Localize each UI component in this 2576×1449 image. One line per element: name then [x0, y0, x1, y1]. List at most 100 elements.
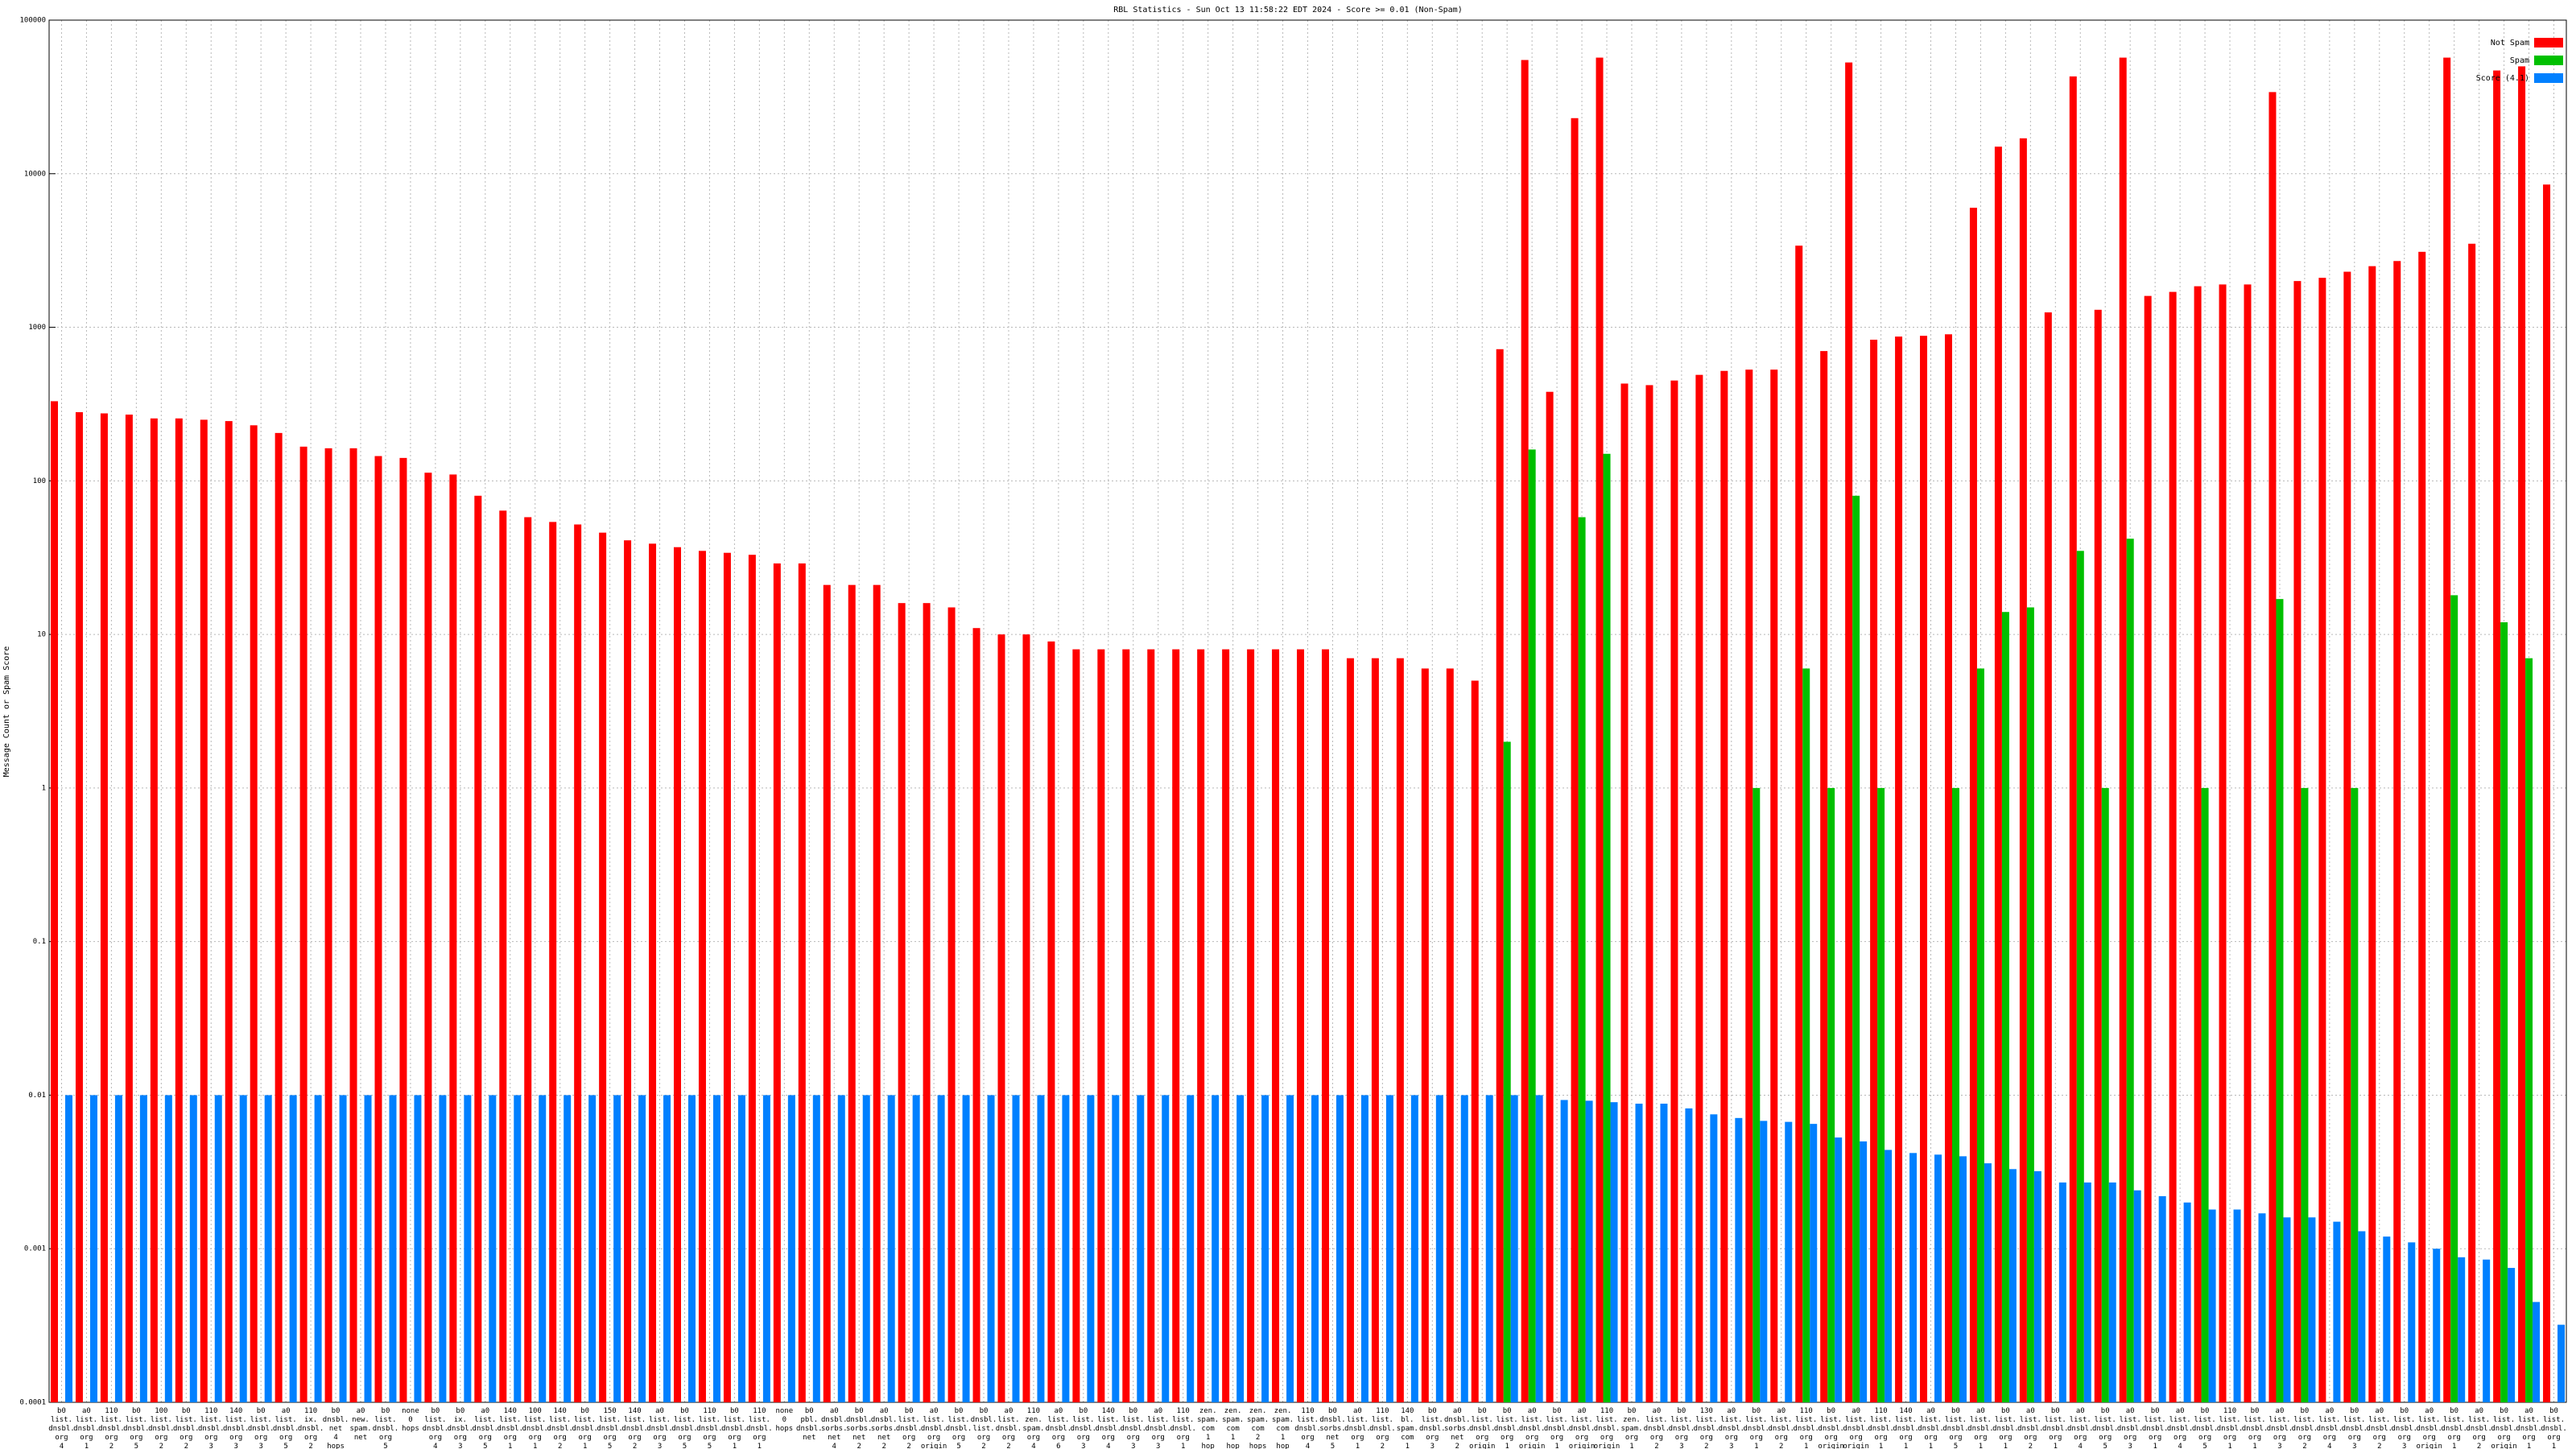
x-tick-label-line: org [1127, 1434, 1140, 1442]
x-tick-label-line: a0 [2375, 1407, 2384, 1415]
bar [239, 1095, 247, 1402]
x-tick-label-line: list. [1372, 1416, 1393, 1424]
x-tick-label-line: org [1625, 1434, 1638, 1442]
x-tick-label-line: org [80, 1434, 93, 1442]
bar [1760, 1121, 1768, 1402]
x-tick-label-line: list. [1596, 1416, 1617, 1424]
x-tick-label-line: dnsbl. [2292, 1425, 2318, 1433]
x-tick-label-line: list. [2045, 1416, 2066, 1424]
x-tick-label-line: org [1874, 1434, 1887, 1442]
x-tick-label-line: 110 [204, 1407, 217, 1415]
x-tick-label-line: org [429, 1434, 442, 1442]
x-tick-label-line: 2 [1654, 1443, 1658, 1449]
x-tick-label-line: dnsbl. [2142, 1425, 2169, 1433]
x-tick-label-line: org [1725, 1434, 1738, 1442]
x-tick-label-line: spam. [1022, 1425, 1044, 1433]
x-tick-label-line: 5 [708, 1443, 712, 1449]
x-tick-label-line: list. [923, 1416, 945, 1424]
bar [2108, 1182, 2116, 1402]
x-tick-label-line: org [1301, 1434, 1314, 1442]
bar [514, 1095, 522, 1402]
bar [1247, 649, 1255, 1402]
x-tick-label-line: b0 [2549, 1407, 2558, 1415]
x-tick-label-line: dnsbl. [796, 1425, 823, 1433]
x-tick-label-line: list. [2343, 1416, 2365, 1424]
x-tick-label-line: a0 [2276, 1407, 2285, 1415]
x-tick-label-line: ix. [454, 1416, 467, 1424]
x-tick-label-line: net [1326, 1434, 1339, 1442]
bar [364, 1095, 372, 1402]
x-tick-label-line: zen. [1249, 1407, 1267, 1415]
x-tick-label-line: list. [151, 1416, 172, 1424]
legend-label: Not Spam [2491, 39, 2529, 47]
x-tick-label-line: b0 [1503, 1407, 1512, 1415]
x-tick-label-line: 110 [703, 1407, 716, 1415]
x-tick-label-line: 3 [1156, 1443, 1160, 1449]
x-tick-label-line: a0 [1727, 1407, 1736, 1415]
x-tick-label-line: 110 [753, 1407, 766, 1415]
x-tick-label-line: org [55, 1434, 68, 1442]
x-tick-label-line: list. [1745, 1416, 1767, 1424]
bar [1984, 1163, 1992, 1402]
bar [1994, 147, 2002, 1402]
bar [1360, 1095, 1368, 1402]
x-tick-label-line: sorbs. [871, 1425, 898, 1433]
bar [1909, 1153, 1918, 1402]
bar [275, 432, 283, 1402]
bar [2194, 286, 2202, 1403]
bar [1895, 336, 1903, 1402]
y-tick-label: 100000 [19, 17, 46, 25]
bar [1670, 380, 1678, 1403]
x-tick-label-line: 4 [433, 1443, 437, 1449]
x-tick-label-line: list. [749, 1416, 770, 1424]
x-tick-label-line: 140 [1102, 1407, 1115, 1415]
x-tick-label-line: 140 [1899, 1407, 1912, 1415]
x-tick-label-line: net [828, 1434, 840, 1442]
x-tick-label-line: zen. [1199, 1407, 1217, 1415]
x-tick-label-line: 2 [159, 1443, 163, 1449]
x-tick-label-line: org [1899, 1434, 1912, 1442]
x-tick-label-line: 1 [85, 1443, 89, 1449]
x-tick-label-line: dnsbl. [846, 1416, 873, 1424]
bar [837, 1095, 845, 1402]
x-tick-label-line: list. [574, 1416, 596, 1424]
bar [2258, 1213, 2266, 1402]
x-tick-label: b0 list. dnsbl. org origin [1469, 1407, 1496, 1449]
bar [1122, 649, 1130, 1402]
x-tick-label-line: 4 [2178, 1443, 2182, 1449]
x-tick-label-line: list. [674, 1416, 696, 1424]
bar [1720, 370, 1728, 1402]
bar [1620, 383, 1629, 1402]
x-tick-label-line: 2 [2302, 1443, 2306, 1449]
x-tick-label-line: org [1351, 1434, 1364, 1442]
x-tick-label-line: b0 [2251, 1407, 2260, 1415]
x-tick-label-line: b0 [2300, 1407, 2309, 1415]
x-tick-label-line: 110 [1301, 1407, 1314, 1415]
x-tick-label-line: dnsbl. [1669, 1425, 1695, 1433]
x-tick-label-line: hop [1276, 1443, 1289, 1449]
x-tick-label-line: dnsbl. [921, 1425, 947, 1433]
x-tick-label-line: org [653, 1434, 666, 1442]
bar [1944, 334, 1952, 1403]
x-tick-label-line: 1 [2527, 1443, 2531, 1449]
bar [1346, 658, 1354, 1402]
x-tick-label-line: com [1276, 1425, 1289, 1433]
x-tick-label-line: 1 [1629, 1443, 1633, 1449]
x-tick-label-line: org [155, 1434, 167, 1442]
x-tick-label-line: org [2248, 1434, 2261, 1442]
x-tick-label-line: list. [2070, 1416, 2091, 1424]
x-tick-label-line: 3 [258, 1443, 262, 1449]
